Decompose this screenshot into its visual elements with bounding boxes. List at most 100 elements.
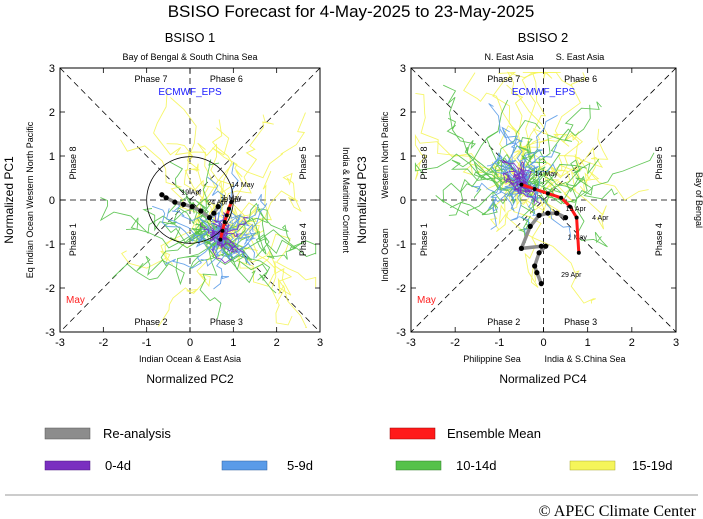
reanalysis-point bbox=[527, 223, 533, 229]
ensemble-member-15-19d bbox=[217, 206, 261, 241]
ensemble-mean-point bbox=[568, 204, 572, 209]
ensemble-member-10-14d bbox=[448, 117, 528, 187]
panel2-left-label: Indian Ocean bbox=[380, 228, 390, 282]
y-tick-label: -1 bbox=[45, 239, 55, 251]
ensemble-mean-point bbox=[519, 182, 524, 187]
unit-circle bbox=[146, 156, 234, 244]
ensemble-mean-date-label: 19 Apr bbox=[566, 206, 587, 213]
reanalysis-point bbox=[532, 263, 538, 269]
reanalysis-point bbox=[206, 215, 213, 221]
y-tick-label: 3 bbox=[400, 63, 406, 75]
panel1-bottom-label: Indian Ocean & East Asia bbox=[139, 354, 241, 364]
x-tick-label: 1 bbox=[585, 337, 591, 349]
phase-label: Phase 2 bbox=[487, 317, 520, 327]
ensemble-member-5-9d bbox=[226, 193, 268, 253]
ensemble-member-0-4d bbox=[216, 242, 238, 253]
ensemble-member-0-4d bbox=[220, 237, 233, 250]
legend-swatch-reanalysis bbox=[44, 427, 91, 440]
ensemble-mean-point bbox=[559, 195, 564, 200]
reanalysis-point bbox=[538, 281, 544, 287]
ensemble-member-10-14d bbox=[414, 153, 518, 190]
phase-label: Phase 6 bbox=[210, 74, 243, 84]
ensemble-member-0-4d bbox=[502, 160, 527, 181]
model-label: ECMWF_EPS bbox=[158, 87, 222, 98]
ensemble-member-10-14d bbox=[136, 238, 220, 286]
ensemble-member-15-19d bbox=[226, 227, 293, 326]
reanalysis-point bbox=[180, 201, 187, 207]
diagonal-guide bbox=[59, 67, 321, 333]
ensemble-member-15-19d bbox=[226, 237, 292, 304]
panel2-xlabel: Normalized PC4 bbox=[499, 372, 587, 386]
ensemble-member-15-19d bbox=[220, 114, 274, 243]
ensemble-member-0-4d bbox=[518, 167, 532, 182]
reanalysis-date-label: 29 Apr bbox=[561, 272, 582, 279]
ensemble-mean-point bbox=[218, 237, 223, 242]
ensemble-member-0-4d bbox=[499, 159, 525, 183]
ensemble-member-0-4d bbox=[513, 173, 523, 187]
month-label: May bbox=[417, 295, 436, 306]
ensemble-member-0-4d bbox=[223, 216, 249, 236]
ensemble-mean-date-label: 1 May bbox=[223, 195, 243, 202]
phase-label: Phase 3 bbox=[564, 317, 597, 327]
phase-label: Phase 8 bbox=[419, 146, 429, 179]
ensemble-member-15-19d bbox=[214, 170, 273, 240]
legend-swatch-15-19d bbox=[569, 460, 616, 471]
legend: Re-analysis Ensemble Mean 0-4d 5-9d 10-1… bbox=[44, 426, 672, 473]
ensemble-mean-point bbox=[574, 215, 579, 220]
ensemble-member-0-4d bbox=[517, 161, 524, 183]
panel1-right-label: India & Maritime Continent bbox=[341, 147, 351, 254]
phase-label: Phase 8 bbox=[68, 146, 78, 179]
ensemble-member-5-9d bbox=[215, 232, 257, 249]
panel1-xlabel: Normalized PC2 bbox=[146, 372, 234, 386]
ensemble-member-10-14d bbox=[521, 152, 655, 203]
phase-label: Phase 4 bbox=[298, 223, 308, 256]
x-tick-label: 0 bbox=[187, 337, 193, 349]
reanalysis-point bbox=[543, 243, 549, 249]
model-label: ECMWF_EPS bbox=[512, 87, 576, 98]
ensemble-member-5-9d bbox=[152, 205, 219, 242]
ensemble-mean-point bbox=[227, 206, 231, 211]
chart-title: BSISO Forecast for 4-May-2025 to 23-May-… bbox=[168, 2, 535, 21]
phase-label: Phase 4 bbox=[654, 223, 664, 256]
legend-label-0-4d: 0-4d bbox=[105, 458, 131, 473]
legend-label-ensemble-mean: Ensemble Mean bbox=[447, 426, 541, 441]
ensemble-member-10-14d bbox=[211, 235, 277, 294]
y-tick-label: -1 bbox=[396, 239, 406, 251]
ensemble-member-15-19d bbox=[170, 97, 216, 245]
diagonal-guide bbox=[410, 67, 677, 333]
ensemble-member-10-14d bbox=[221, 217, 317, 255]
panel2-top-right-label: S. East Asia bbox=[556, 52, 605, 62]
ensemble-member-10-14d bbox=[435, 182, 524, 217]
panel2-top-left-label: N. East Asia bbox=[484, 52, 533, 62]
ensemble-member-15-19d bbox=[216, 172, 302, 247]
reanalysis-point bbox=[211, 210, 217, 216]
ensemble-member-5-9d bbox=[488, 183, 526, 230]
ensemble-mean-date-label: 14 May bbox=[535, 171, 558, 178]
reanalysis-point bbox=[159, 192, 165, 198]
y-tick-label: -3 bbox=[396, 327, 406, 339]
panel2-ylabel: Normalized PC3 bbox=[355, 156, 369, 244]
phase-label: Phase 7 bbox=[134, 74, 167, 84]
y-tick-label: 1 bbox=[49, 151, 55, 163]
reanalysis-point bbox=[215, 204, 221, 210]
ensemble-member-0-4d bbox=[221, 232, 242, 238]
panel2-bottom-right-label: India & S.China Sea bbox=[544, 354, 625, 364]
month-label: May bbox=[66, 295, 85, 306]
reanalysis-point bbox=[518, 245, 525, 251]
ensemble-mean-point bbox=[220, 228, 225, 233]
panel1-top-label: Bay of Bengal & South China Sea bbox=[122, 52, 257, 62]
ensemble-member-5-9d bbox=[171, 198, 216, 237]
reanalysis-date-label: 4 Apr bbox=[592, 215, 609, 222]
reanalysis-point bbox=[545, 210, 551, 216]
legend-label-5-9d: 5-9d bbox=[287, 458, 313, 473]
y-tick-label: -2 bbox=[45, 283, 55, 295]
ensemble-member-0-4d bbox=[524, 184, 537, 206]
panel2-title: BSISO 2 bbox=[518, 30, 569, 45]
ensemble-member-0-4d bbox=[209, 234, 220, 242]
reanalysis-point bbox=[536, 212, 542, 218]
x-tick-label: 2 bbox=[629, 337, 635, 349]
ensemble-member-15-19d bbox=[222, 233, 308, 329]
ensemble-member-10-14d bbox=[199, 159, 230, 243]
x-tick-label: -3 bbox=[406, 337, 416, 349]
